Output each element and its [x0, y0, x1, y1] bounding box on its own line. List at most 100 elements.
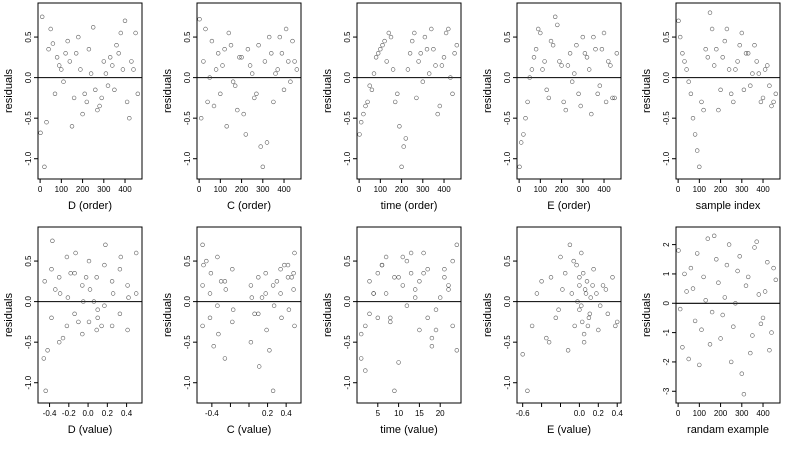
y-tick-label: 0 [662, 300, 671, 305]
residual-point [271, 99, 276, 105]
y-tick-label: 0.5 [24, 255, 33, 267]
residual-point [72, 311, 77, 316]
residual-point [400, 283, 405, 288]
panel-3: 0 100 200 300 400 -1.0 -0.5 0.0 0.5 time (order) r… [322, 2, 462, 212]
y-tick-label: -0.5 [503, 111, 512, 125]
residual-point [748, 83, 753, 88]
y-tick-label: 0.5 [183, 31, 192, 43]
residual-point [393, 99, 398, 105]
x-tick-label: 300 [416, 185, 430, 194]
y-tick-label: 0.5 [183, 255, 192, 267]
residual-point [682, 59, 687, 64]
residual-point [724, 262, 730, 268]
y-tick-label: -3 [662, 387, 671, 395]
residual-point [223, 287, 229, 292]
residual-point [442, 267, 447, 272]
y-tick-label: -1.0 [343, 375, 352, 389]
residual-point [237, 55, 242, 60]
residual-point [99, 95, 104, 101]
plot-frame [675, 2, 781, 180]
residual-point [392, 388, 397, 393]
residual-point [56, 340, 62, 345]
residual-point [396, 360, 401, 365]
residual-point [718, 87, 723, 93]
residual-point [230, 79, 236, 84]
residual-point [427, 71, 432, 76]
residual-point [371, 291, 376, 296]
y-tick-label: 0.0 [343, 296, 352, 308]
residual-point [216, 331, 221, 337]
residual-point [752, 42, 757, 48]
residual-point [224, 124, 229, 129]
residual-point [758, 99, 764, 105]
y-tick-label: 0.5 [24, 31, 33, 43]
residual-point [371, 71, 377, 76]
residual-point [559, 63, 564, 68]
residual-point [281, 87, 287, 93]
residual-point [703, 298, 708, 303]
y-tick-label: -0.5 [183, 111, 192, 125]
residual-point [529, 67, 535, 72]
residual-point [231, 307, 236, 312]
y-axis-label: residuals [322, 292, 334, 337]
residual-point [367, 311, 372, 316]
x-tick-label: 100 [534, 185, 548, 194]
residual-point [595, 91, 600, 97]
residual-point [676, 248, 681, 253]
residual-point [203, 26, 208, 32]
plot-frame [356, 226, 462, 404]
residual-point [748, 350, 753, 356]
residual-point [286, 307, 292, 312]
residual-point [259, 295, 265, 300]
residual-point [367, 83, 372, 88]
residual-point [126, 295, 131, 300]
residual-point [197, 17, 202, 22]
residual-point [134, 291, 139, 296]
residual-point [562, 271, 568, 276]
residual-point [412, 30, 417, 36]
residual-point [597, 303, 603, 308]
residual-point [101, 59, 107, 64]
residual-point [86, 319, 92, 325]
residual-point [117, 311, 123, 316]
residual-point [254, 91, 259, 97]
residual-point [277, 34, 282, 40]
residual-point [728, 91, 734, 97]
residual-point [450, 323, 455, 329]
residual-point [438, 295, 443, 300]
residual-point [450, 91, 455, 97]
residual-point [120, 67, 126, 72]
residual-point [756, 292, 761, 297]
residual-point [252, 95, 257, 101]
residual-point [418, 51, 423, 56]
residual-point [404, 303, 410, 308]
residual-point [378, 46, 383, 52]
residual-point [291, 287, 296, 292]
residual-point [722, 38, 727, 44]
y-axis-label: residuals [162, 292, 174, 337]
residual-point [359, 331, 364, 337]
residual-point [690, 115, 696, 121]
residual-point [421, 271, 426, 276]
residual-point [735, 59, 740, 64]
residual-point [773, 91, 778, 97]
residual-point [724, 26, 730, 32]
residual-point [112, 87, 117, 93]
residual-point [247, 63, 253, 68]
residual-point [230, 267, 235, 272]
residual-point [102, 303, 107, 308]
residual-point [78, 67, 83, 72]
residual-point [707, 342, 713, 347]
residual-point [555, 22, 560, 28]
residual-point [270, 283, 276, 288]
residual-point [686, 356, 691, 362]
plot-frame [196, 226, 302, 404]
residual-point [95, 307, 100, 312]
residual-point [754, 59, 759, 64]
residual-point [292, 59, 297, 64]
residual-point [285, 275, 291, 280]
residual-point [200, 283, 205, 288]
residual-point [94, 327, 99, 333]
y-tick-label: 0.5 [343, 255, 352, 267]
